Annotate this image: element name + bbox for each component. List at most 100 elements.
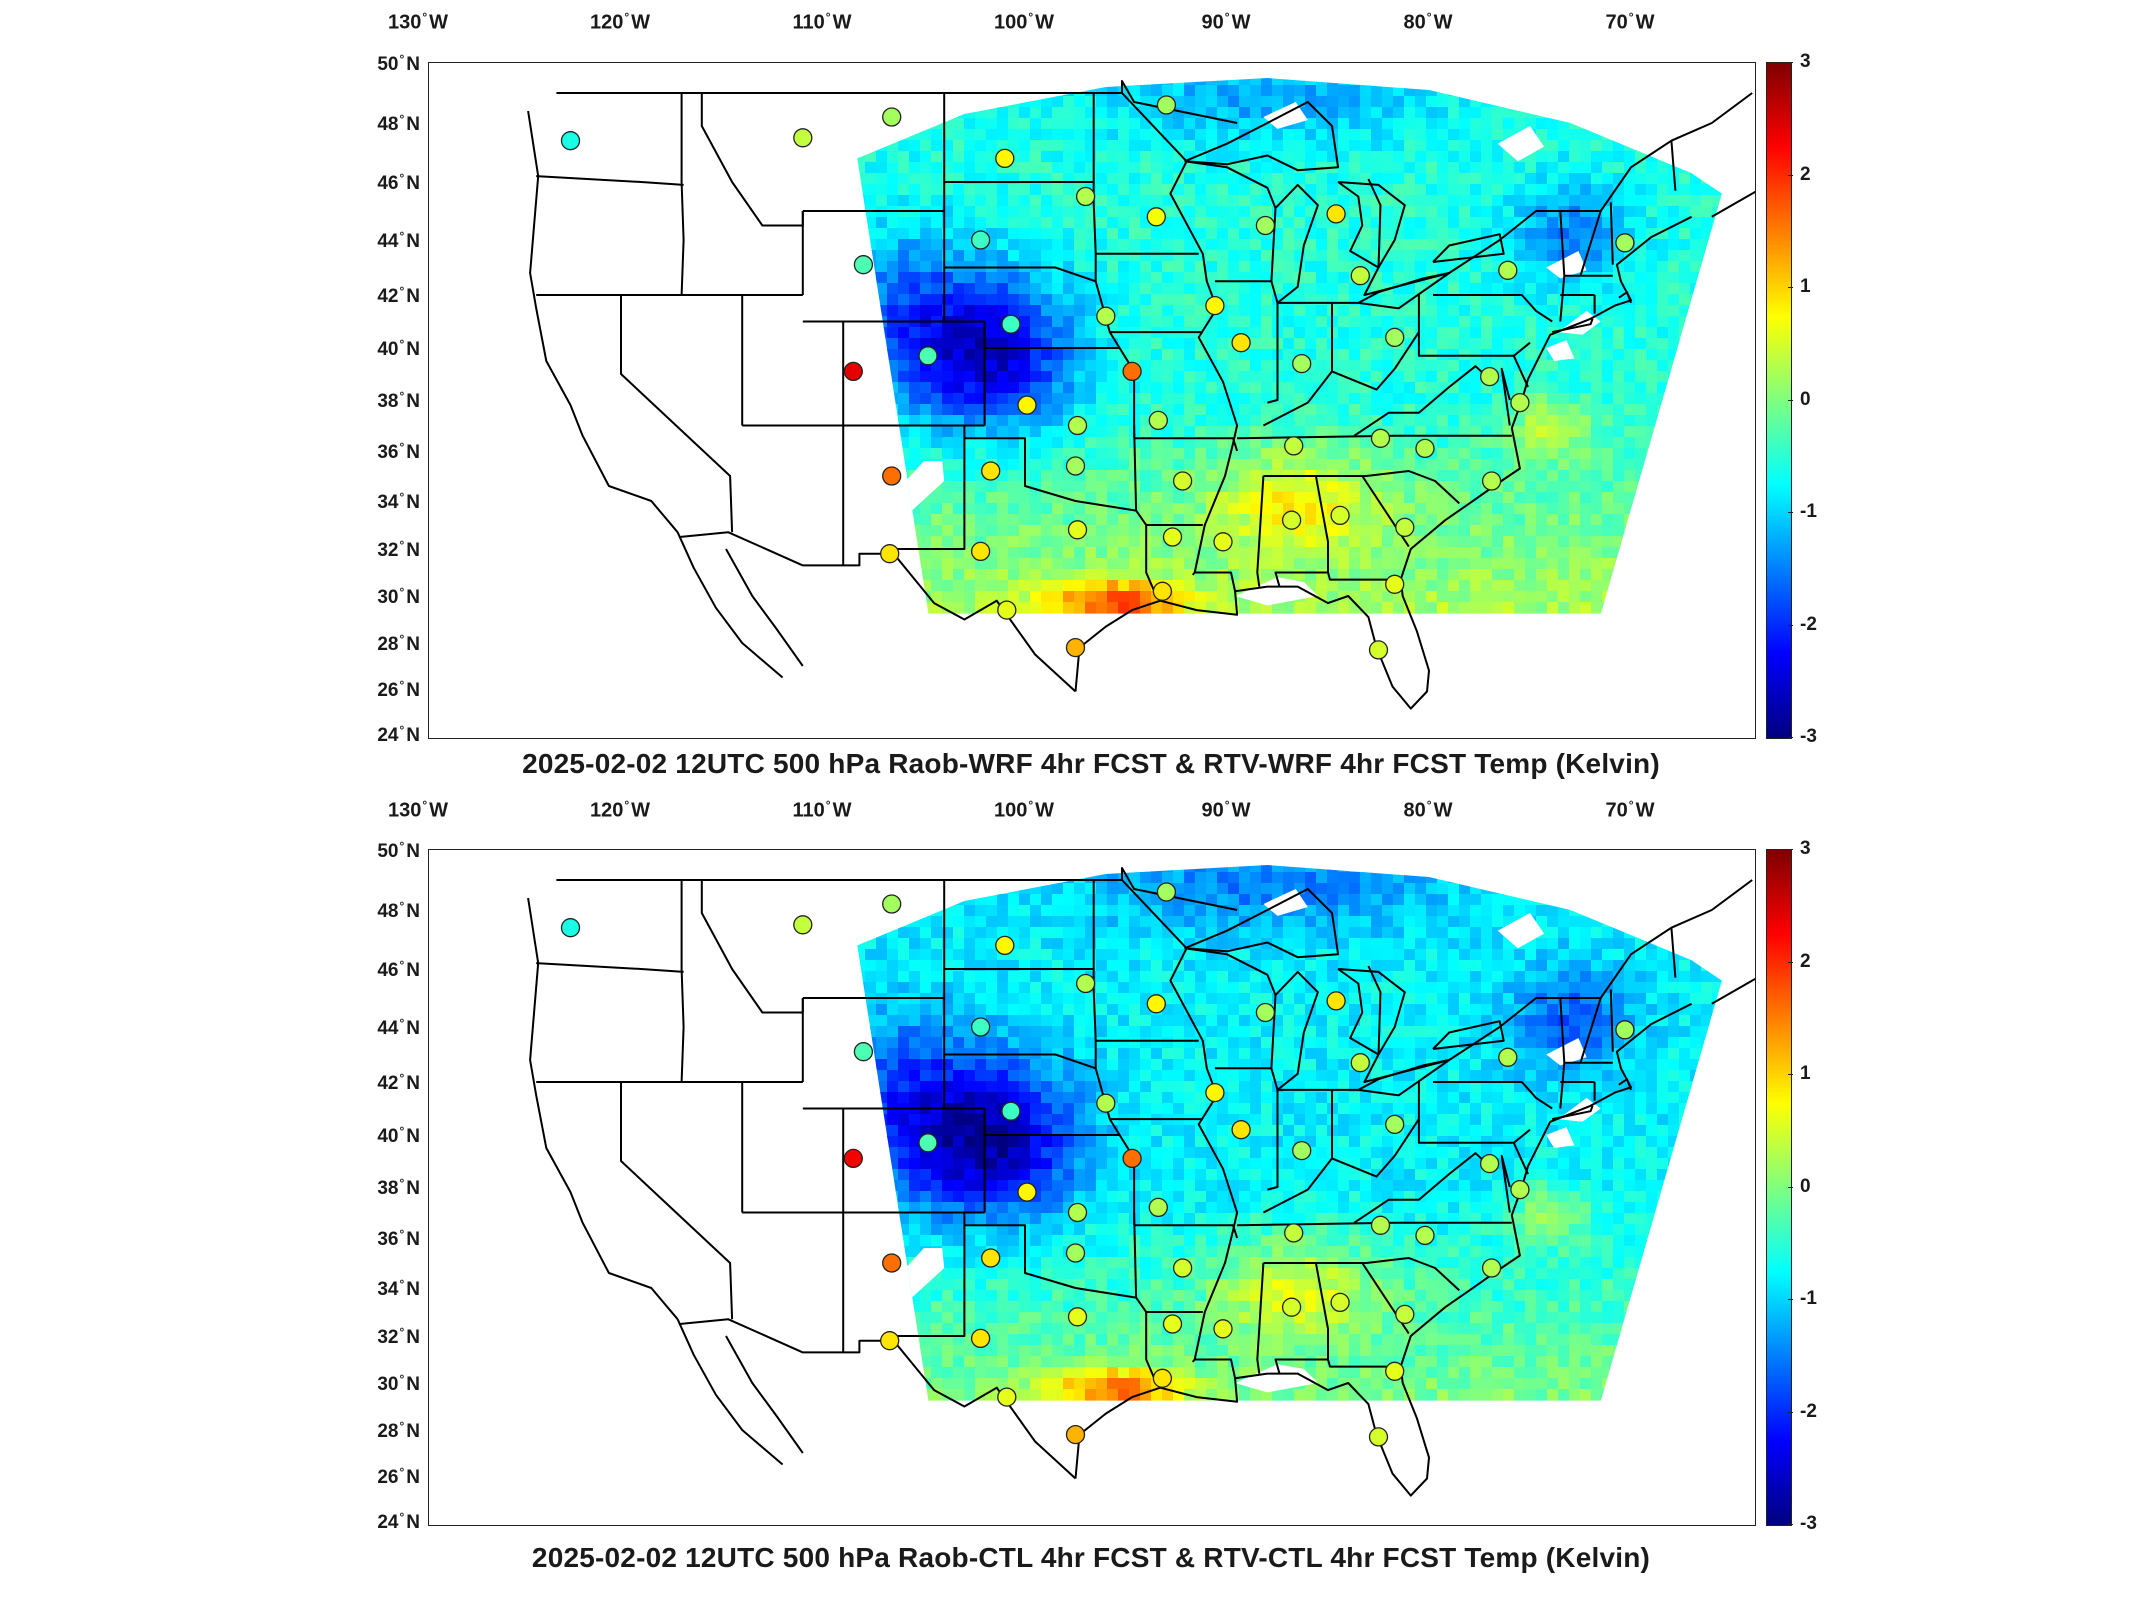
field-cell <box>865 503 877 515</box>
field-cell <box>678 63 690 75</box>
field-cell <box>1151 349 1163 361</box>
field-cell <box>1437 338 1449 350</box>
field-cell <box>1657 206 1669 218</box>
field-cell <box>678 195 690 207</box>
field-cell <box>623 437 635 449</box>
field-cell <box>876 404 888 416</box>
field-cell <box>1151 283 1163 295</box>
field-cell <box>766 173 778 185</box>
field-cell <box>579 316 591 328</box>
field-cell <box>1415 481 1427 493</box>
field-cell <box>1371 602 1383 614</box>
field-cell <box>1602 228 1614 240</box>
field-cell <box>1635 85 1647 97</box>
field-cell <box>667 140 679 152</box>
field-cell <box>909 173 921 185</box>
field-cell <box>1129 591 1141 603</box>
field-cell <box>1184 580 1196 592</box>
field-cell <box>865 63 877 75</box>
field-cell <box>1195 503 1207 515</box>
field-cell <box>1305 63 1317 75</box>
field-cell <box>1481 514 1493 526</box>
field-cell <box>1415 129 1427 141</box>
field-cell <box>1217 250 1229 262</box>
field-cell <box>788 492 800 504</box>
field-cell <box>1393 206 1405 218</box>
field-cell <box>865 514 877 526</box>
field-cell <box>590 514 602 526</box>
field-cell <box>1591 239 1603 251</box>
field-cell <box>1283 129 1295 141</box>
field-cell <box>656 569 668 581</box>
field-cell <box>1316 173 1328 185</box>
field-cell <box>1239 78 1251 86</box>
field-cell <box>1107 382 1119 394</box>
field-cell <box>821 283 833 295</box>
field-cell <box>1272 272 1284 284</box>
field-cell <box>920 525 932 537</box>
field-cell <box>766 602 778 614</box>
field-cell <box>678 371 690 383</box>
field-cell <box>1404 239 1416 251</box>
field-cell <box>590 96 602 108</box>
field-cell <box>612 503 624 515</box>
field-cell <box>1591 481 1603 493</box>
field-cell <box>997 129 1009 141</box>
field-cell <box>1602 272 1614 284</box>
field-cell <box>1283 547 1295 559</box>
field-cell <box>1525 195 1537 207</box>
field-cell <box>1019 305 1031 317</box>
field-cell <box>1063 514 1075 526</box>
field-cell <box>909 184 921 196</box>
field-cell <box>1580 63 1592 75</box>
field-cell <box>1217 107 1229 119</box>
lat-tick: 32° N <box>377 537 420 562</box>
field-cell <box>1283 283 1295 295</box>
field-cell <box>1536 316 1548 328</box>
field-cell <box>733 63 745 75</box>
field-cell <box>667 250 679 262</box>
field-cell <box>1074 283 1086 295</box>
field-cell <box>1525 327 1537 339</box>
field-cell <box>1228 503 1240 515</box>
field-cell <box>1459 371 1471 383</box>
field-cell <box>832 140 844 152</box>
field-cell <box>1140 360 1152 372</box>
field-cell <box>755 404 767 416</box>
field-cell <box>810 360 822 372</box>
field-cell <box>1525 382 1537 394</box>
field-cell <box>865 569 877 581</box>
field-cell <box>1393 305 1405 317</box>
field-cell <box>1294 96 1306 108</box>
field-cell <box>1657 151 1669 163</box>
field-cell <box>744 338 756 350</box>
field-cell <box>1272 78 1284 86</box>
field-cell <box>1118 162 1130 174</box>
field-cell <box>909 129 921 141</box>
field-cell <box>953 470 965 482</box>
field-cell <box>1085 173 1097 185</box>
field-cell <box>997 448 1009 460</box>
field-cell <box>1536 481 1548 493</box>
field-cell <box>1228 591 1240 603</box>
field-cell <box>777 382 789 394</box>
field-cell <box>843 558 855 570</box>
field-cell <box>1217 118 1229 130</box>
field-cell <box>1239 250 1251 262</box>
field-cell <box>656 426 668 438</box>
field-cell <box>821 481 833 493</box>
field-cell <box>821 349 833 361</box>
field-cell <box>1305 250 1317 262</box>
field-cell <box>799 96 811 108</box>
field-cell <box>1547 591 1559 603</box>
field-cell <box>788 404 800 416</box>
field-cell <box>975 327 987 339</box>
field-cell <box>1074 569 1086 581</box>
field-cell <box>1041 602 1053 614</box>
field-cell <box>1613 228 1625 240</box>
lat-tick: 48° N <box>377 111 420 136</box>
field-cell <box>1107 85 1119 97</box>
field-cell <box>1646 107 1658 119</box>
field-cell <box>1217 173 1229 185</box>
field-cell <box>579 272 591 284</box>
